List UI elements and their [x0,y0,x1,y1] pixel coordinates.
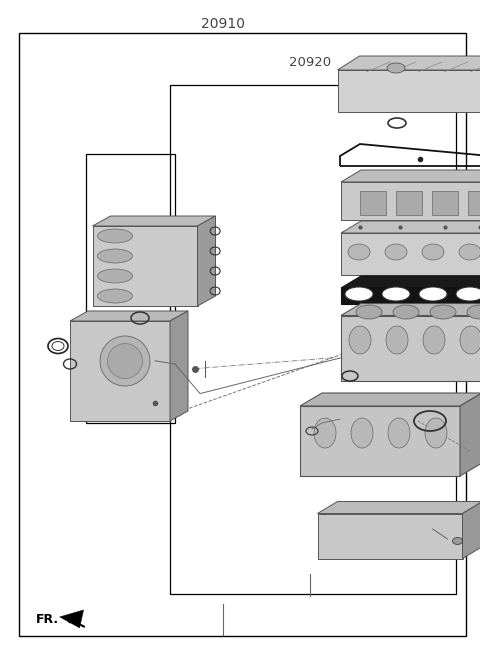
Ellipse shape [388,418,410,448]
Ellipse shape [423,326,445,354]
Ellipse shape [97,269,132,283]
Ellipse shape [419,287,447,301]
Bar [360,191,386,215]
Ellipse shape [382,287,410,301]
Bar [432,191,458,215]
Ellipse shape [385,244,407,260]
Ellipse shape [314,418,336,448]
Text: 20910: 20910 [201,17,245,31]
Ellipse shape [108,344,143,379]
Ellipse shape [97,229,132,243]
Ellipse shape [97,249,132,263]
Ellipse shape [387,63,405,73]
Polygon shape [93,226,197,306]
Polygon shape [70,311,188,321]
Text: FR.: FR. [36,613,59,626]
Ellipse shape [356,305,382,319]
Polygon shape [341,233,480,275]
Bar [170,85,456,594]
Polygon shape [341,316,480,380]
Polygon shape [460,393,480,476]
Polygon shape [197,216,216,306]
Ellipse shape [456,287,480,301]
Polygon shape [341,276,480,288]
Ellipse shape [453,537,463,544]
Text: 20920: 20920 [288,56,331,69]
Polygon shape [317,501,480,514]
Ellipse shape [459,244,480,260]
Ellipse shape [386,326,408,354]
Polygon shape [463,501,480,558]
Ellipse shape [348,244,370,260]
Ellipse shape [460,326,480,354]
Polygon shape [70,321,170,421]
Ellipse shape [345,287,373,301]
Ellipse shape [393,305,419,319]
Bar [468,191,480,215]
Ellipse shape [422,244,444,260]
Polygon shape [337,56,480,70]
Polygon shape [170,311,188,421]
Ellipse shape [349,326,371,354]
Polygon shape [341,221,480,233]
Ellipse shape [97,289,132,303]
Polygon shape [341,304,480,316]
Polygon shape [337,70,480,112]
Polygon shape [317,514,463,558]
Ellipse shape [425,418,447,448]
Ellipse shape [100,336,150,386]
Polygon shape [300,393,480,406]
Polygon shape [341,170,480,182]
Polygon shape [60,610,84,628]
Polygon shape [93,216,216,226]
Ellipse shape [467,305,480,319]
Ellipse shape [430,305,456,319]
Ellipse shape [351,418,373,448]
Polygon shape [341,182,480,220]
Bar [396,191,422,215]
Bar [86,154,175,423]
Polygon shape [300,406,460,476]
Polygon shape [341,288,480,304]
